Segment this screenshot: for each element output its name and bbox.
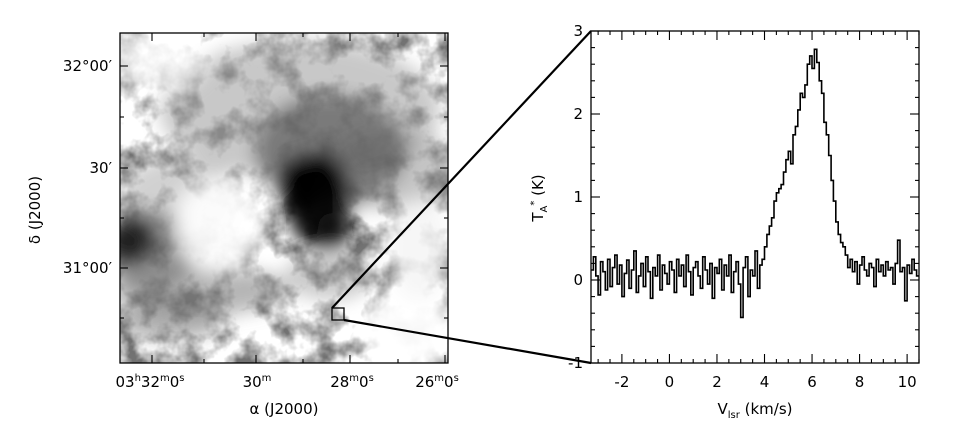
spectrum-xtick-label: 2 (712, 373, 722, 391)
map-frame (119, 32, 449, 364)
map-ytick-label: 31°00′ (63, 259, 113, 277)
map-xtick-label: 28m0s (330, 373, 374, 391)
map-xtick-label: 03h32m0s (115, 373, 184, 391)
zoom-box (331, 307, 345, 321)
map-ylabel: δ (J2000) (26, 176, 44, 244)
spectrum-xtick-label: 10 (898, 373, 917, 391)
spectrum-ytick-label: 1 (573, 188, 583, 206)
zoom-connector (331, 30, 592, 365)
intensity-map (119, 32, 449, 364)
spectrum-ytick-label: 0 (573, 271, 583, 289)
map-ytick-label: 32°00′ (63, 57, 113, 75)
spectrum-xlabel: Vlsr (km/s) (717, 400, 792, 421)
spectrum-xtick-label: 6 (807, 373, 817, 391)
map-xlabel: α (J2000) (250, 400, 319, 418)
map-ytick-label: 30′ (90, 159, 113, 177)
map-xtick-label: 30m (243, 373, 272, 391)
spectrum-ytick-label: 2 (573, 105, 583, 123)
map-xtick-label: 26m0s (415, 373, 459, 391)
spectrum-plot: -1 0 1 2 3 -2 0 2 4 6 8 10 (568, 22, 920, 391)
spectrum-frame (590, 30, 920, 364)
map-ticks (120, 33, 448, 363)
spectrum-ytick-label: -1 (568, 354, 583, 372)
spectrum-ytick-label: 3 (573, 22, 583, 40)
spectrum-series-line (591, 48, 919, 319)
spectrum-xtick-label: -2 (614, 373, 629, 391)
spectrum-xtick-label: 4 (760, 373, 770, 391)
spectrum-xtick-label: 0 (665, 373, 675, 391)
spectrum-ylabel: TA* (K) (529, 174, 550, 222)
spectrum-xtick-label: 8 (855, 373, 865, 391)
